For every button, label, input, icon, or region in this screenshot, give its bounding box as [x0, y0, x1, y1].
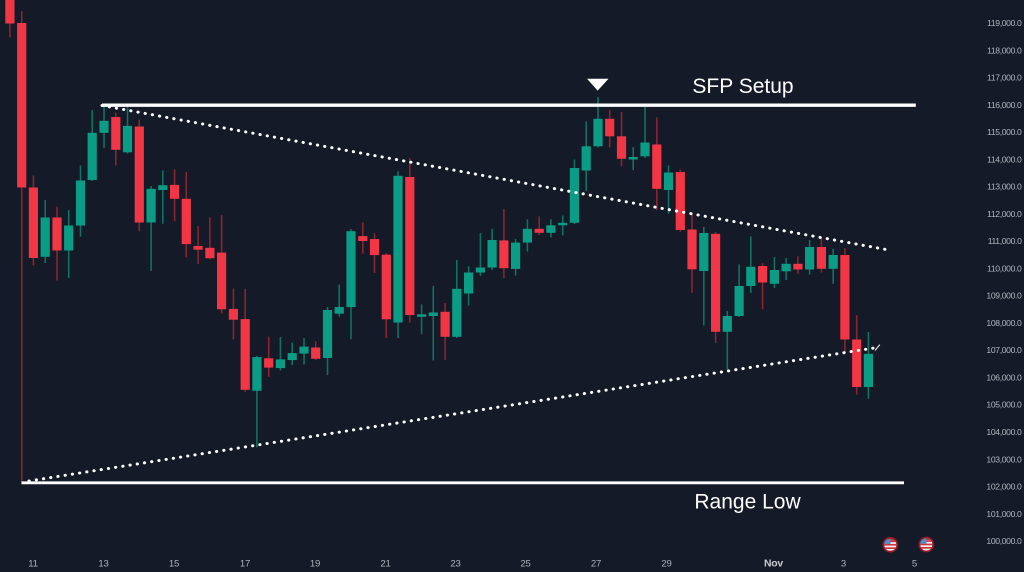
svg-text:3: 3	[841, 558, 846, 569]
svg-text:114,000.0: 114,000.0	[987, 154, 1022, 164]
svg-text:23: 23	[450, 558, 460, 569]
svg-text:SFP Setup: SFP Setup	[692, 75, 793, 98]
svg-text:113,000.0: 113,000.0	[987, 182, 1022, 192]
svg-text:101,000.0: 101,000.0	[986, 509, 1022, 519]
svg-text:21: 21	[380, 558, 390, 569]
svg-text:104,000.0: 104,000.0	[986, 427, 1022, 437]
svg-text:13: 13	[98, 558, 108, 569]
svg-text:5: 5	[912, 558, 917, 569]
svg-text:110,000.0: 110,000.0	[987, 263, 1022, 273]
svg-text:111,000.0: 111,000.0	[988, 236, 1022, 246]
svg-text:106,000.0: 106,000.0	[986, 373, 1022, 383]
svg-text:29: 29	[661, 558, 671, 569]
svg-text:19: 19	[310, 558, 320, 569]
svg-text:Range Low: Range Low	[694, 491, 801, 514]
svg-text:116,000.0: 116,000.0	[987, 100, 1022, 110]
svg-text:117,000.0: 117,000.0	[987, 73, 1022, 83]
svg-text:119,000.0: 119,000.0	[987, 18, 1022, 28]
svg-text:108,000.0: 108,000.0	[986, 318, 1022, 328]
svg-text:17: 17	[240, 558, 250, 569]
svg-text:11: 11	[28, 558, 38, 569]
svg-text:109,000.0: 109,000.0	[986, 291, 1022, 301]
svg-text:27: 27	[591, 558, 601, 569]
svg-text:107,000.0: 107,000.0	[986, 345, 1022, 355]
svg-text:118,000.0: 118,000.0	[987, 45, 1022, 55]
svg-text:102,000.0: 102,000.0	[986, 482, 1022, 492]
svg-text:15: 15	[169, 558, 179, 569]
svg-text:112,000.0: 112,000.0	[987, 209, 1022, 219]
svg-text:105,000.0: 105,000.0	[986, 400, 1022, 410]
svg-text:25: 25	[520, 558, 530, 569]
svg-text:103,000.0: 103,000.0	[986, 454, 1022, 464]
svg-text:100,000.0: 100,000.0	[986, 536, 1022, 546]
svg-text:Nov: Nov	[764, 558, 783, 569]
svg-text:115,000.0: 115,000.0	[987, 127, 1022, 137]
